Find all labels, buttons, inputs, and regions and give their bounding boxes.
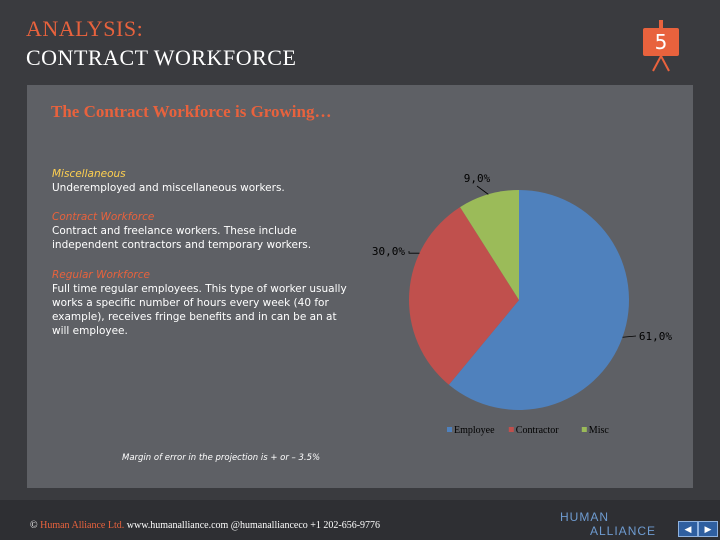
misc-text: Underemployed and miscellaneous workers.	[52, 182, 285, 194]
misc-heading: Miscellaneous	[52, 168, 126, 180]
leader-line-contractor	[408, 251, 420, 254]
footer-contact: www.humanalliance.com @humanallianceco +…	[126, 520, 381, 531]
data-label-employee: 61,0%	[639, 330, 672, 343]
easel-legs-icon	[652, 56, 670, 72]
footer	[0, 500, 720, 540]
pie-slice-contractor	[408, 207, 519, 385]
logo-line2: ALLIANCE	[590, 524, 657, 538]
slide-number-badge: 5	[643, 18, 681, 72]
copyright-symbol: ©	[30, 520, 38, 531]
leader-line-misc	[476, 185, 489, 195]
panel-title: The Contract Workforce is Growing…	[51, 102, 332, 121]
regular-heading: Regular Workforce	[52, 269, 150, 281]
human-alliance-logo: HUMAN ALLIANCE	[560, 510, 670, 538]
leader-line-employee	[622, 335, 637, 338]
pie-slice-misc	[460, 190, 519, 300]
misc-description: Miscellaneous Underemployed and miscella…	[52, 167, 352, 195]
easel-pin-icon	[659, 20, 663, 28]
legend-swatch-misc	[581, 427, 587, 432]
contract-heading: Contract Workforce	[52, 211, 155, 223]
content-panel: The Contract Workforce is Growing… Misce…	[27, 85, 693, 488]
regular-text: Full time regular employees. This type o…	[52, 283, 347, 337]
legend-label-employee: Employee	[454, 425, 495, 436]
prev-slide-button[interactable]: ◀	[678, 521, 698, 537]
title-line1: ANALYSIS:	[26, 16, 144, 41]
next-slide-button[interactable]: ▶	[698, 521, 718, 537]
header: ANALYSIS: CONTRACT WORKFORCE 5	[0, 0, 720, 85]
logo-line1: HUMAN	[560, 510, 609, 524]
regular-description: Regular Workforce Full time regular empl…	[52, 268, 352, 338]
legend-label-misc: Misc	[589, 425, 610, 436]
legend-label-contractor: Contractor	[516, 425, 559, 436]
data-label-contractor: 30,0%	[372, 245, 405, 258]
footer-copyright: © Human Alliance Ltd. www.humanalliance.…	[30, 520, 380, 531]
pie-chart: 61,0% 30,0% 9,0% Employee Contractor Misc	[372, 172, 672, 436]
margin-of-error-note: Margin of error in the projection is + o…	[122, 453, 321, 463]
title-line2: CONTRACT WORKFORCE	[26, 45, 297, 70]
pie-slice-employee	[448, 190, 629, 410]
data-label-misc: 9,0%	[464, 172, 491, 185]
slide-number: 5	[643, 28, 679, 56]
footer-brand: Human Alliance Ltd.	[40, 520, 125, 531]
contract-description: Contract Workforce Contract and freelanc…	[52, 210, 352, 252]
legend-swatch-employee	[447, 427, 452, 432]
contract-text: Contract and freelance workers. These in…	[52, 225, 312, 251]
legend-swatch-contractor	[508, 427, 514, 432]
